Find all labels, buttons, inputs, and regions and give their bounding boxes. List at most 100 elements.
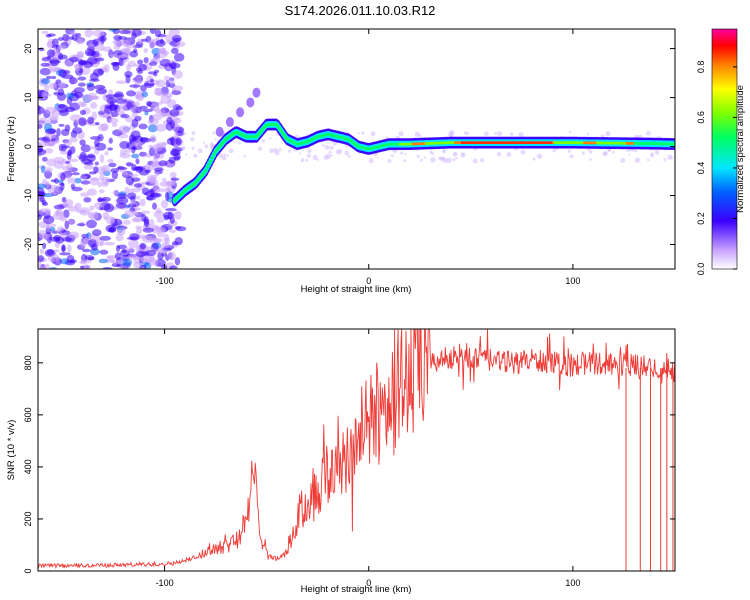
noise-blob [166, 99, 177, 108]
colorbar-tick-label: 0.4 [696, 162, 706, 175]
noise-blob [44, 167, 53, 173]
noise-dot [376, 157, 379, 160]
noise-blob [98, 258, 108, 264]
noise-blob [71, 186, 83, 192]
noise-blob [126, 90, 136, 97]
snr-ytick-label: 800 [23, 355, 33, 370]
noise-dot [654, 149, 660, 155]
noise-blob [111, 122, 118, 128]
ridge-core [672, 142, 675, 146]
noise-dot [403, 159, 407, 163]
noise-blob [112, 62, 120, 72]
noise-blob [67, 244, 72, 253]
noise-dot [634, 149, 638, 153]
noise-blob [141, 91, 149, 98]
noise-blob [99, 154, 105, 163]
noise-dot [312, 154, 318, 161]
upper-branch-blob [225, 117, 234, 128]
noise-blob [58, 69, 67, 78]
noise-blob [152, 157, 159, 167]
noise-blob [94, 161, 99, 166]
noise-blob [152, 143, 163, 152]
noise-blob [116, 196, 129, 205]
noise-blob [154, 172, 160, 177]
noise-dot [455, 156, 458, 160]
noise-blob [139, 136, 149, 143]
noise-blob [78, 117, 87, 127]
noise-blob [65, 60, 73, 67]
noise-blob [99, 241, 104, 246]
spectrogram-y-ticks: -20 -10 0 10 20 [23, 44, 675, 251]
noise-blob [106, 158, 114, 163]
noise-blob [165, 92, 173, 99]
noise-blob [125, 74, 131, 84]
noise-dot [472, 158, 478, 164]
noise-dot [452, 151, 458, 157]
noise-dot [628, 153, 631, 156]
noise-blob [92, 229, 102, 237]
noise-blob [56, 128, 61, 137]
noise-dot [347, 154, 351, 158]
noise-blob [53, 249, 60, 253]
noise-blob [112, 190, 119, 196]
noise-blob [89, 205, 95, 211]
noise-blob [102, 211, 110, 219]
noise-blob [106, 216, 116, 225]
noise-blob [174, 257, 181, 266]
noise-blob [158, 160, 168, 167]
noise-blob [152, 259, 159, 267]
noise-blob [172, 85, 184, 92]
noise-blob [139, 264, 147, 269]
noise-blob [45, 33, 52, 38]
noise-blob [153, 72, 158, 77]
noise-dot [190, 137, 195, 142]
noise-blob [139, 242, 147, 250]
noise-blob [77, 101, 86, 107]
noise-blob [94, 142, 107, 151]
noise-dot [569, 154, 574, 159]
noise-blob [147, 124, 158, 133]
noise-blob [149, 78, 155, 83]
spec-ytick-label: 0 [23, 144, 33, 149]
noise-dot [212, 131, 216, 135]
noise-blob [154, 87, 163, 92]
snr-frame [37, 328, 676, 572]
noise-blob [62, 201, 69, 208]
noise-dot [300, 159, 304, 163]
noise-blob [111, 170, 119, 180]
noise-blob [38, 147, 44, 153]
noise-blob [66, 254, 75, 264]
noise-blob [131, 153, 140, 159]
noise-blob [173, 52, 185, 62]
noise-blob [95, 122, 100, 126]
noise-blob [84, 29, 94, 38]
noise-blob [118, 57, 124, 67]
noise-blob [56, 92, 67, 101]
noise-blob [67, 158, 79, 163]
ridge-core [277, 126, 282, 130]
noise-blob [38, 117, 48, 126]
noise-blob [146, 100, 152, 107]
snr-xtick-label: 100 [565, 578, 580, 588]
upper-branch-blob [236, 107, 245, 118]
noise-blob [65, 160, 71, 164]
noise-blob [106, 97, 117, 105]
noise-blob [67, 175, 72, 184]
noise-blob [156, 232, 165, 238]
noise-blob [152, 238, 164, 243]
noise-dot [357, 132, 360, 135]
noise-dot [305, 158, 309, 162]
noise-blob [53, 156, 65, 163]
noise-blob [86, 83, 95, 92]
noise-blob [44, 84, 50, 93]
noise-blob [158, 101, 164, 105]
noise-blob [142, 227, 154, 233]
noise-blob [94, 202, 103, 210]
noise-blob [169, 265, 178, 269]
noise-blob [101, 164, 110, 174]
noise-dot [288, 149, 292, 153]
noise-blob [143, 57, 149, 64]
noise-dot [605, 131, 611, 137]
noise-dot [298, 152, 301, 155]
